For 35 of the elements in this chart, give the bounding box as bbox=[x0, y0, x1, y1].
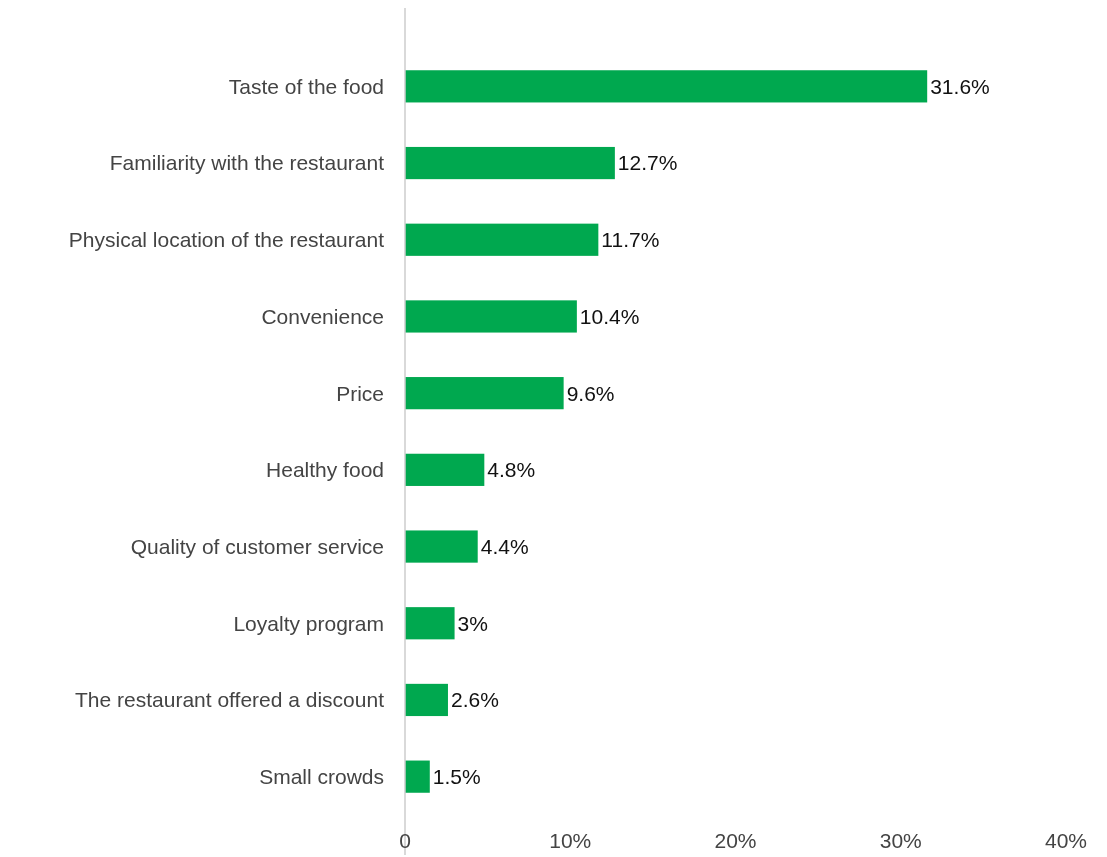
bar bbox=[405, 607, 455, 640]
y-tick-label: The restaurant offered a discount bbox=[75, 688, 385, 712]
y-tick-label: Familiarity with the restaurant bbox=[109, 151, 385, 175]
bar bbox=[405, 453, 485, 486]
data-label: 12.7% bbox=[617, 151, 678, 175]
bar bbox=[405, 300, 577, 333]
data-label: 4.8% bbox=[487, 458, 536, 482]
y-tick-label: Taste of the food bbox=[228, 74, 384, 98]
bar bbox=[405, 760, 430, 793]
bar bbox=[405, 146, 615, 180]
bar bbox=[405, 683, 448, 717]
x-tick-label: 40% bbox=[1044, 829, 1088, 852]
data-label: 4.4% bbox=[480, 534, 529, 558]
data-label: 3% bbox=[457, 611, 488, 635]
x-tick-label: 20% bbox=[714, 829, 757, 852]
data-label: 31.6% bbox=[930, 74, 990, 98]
bar bbox=[405, 530, 478, 563]
y-tick-label: Physical location of the restaurant bbox=[68, 228, 385, 252]
data-label: 2.6% bbox=[450, 688, 499, 712]
y-tick-label: Small crowds bbox=[259, 765, 384, 788]
data-label: 9.6% bbox=[566, 381, 615, 405]
y-tick-label: Convenience bbox=[261, 304, 384, 328]
data-label: 10.4% bbox=[579, 304, 640, 328]
y-tick-label: Price bbox=[336, 381, 384, 405]
y-tick-label: Healthy food bbox=[266, 458, 384, 482]
x-tick-label: 0 bbox=[399, 829, 411, 852]
x-tick-label: 30% bbox=[879, 829, 922, 852]
data-label: 11.7% bbox=[601, 228, 660, 252]
y-tick-label: Quality of customer service bbox=[130, 534, 384, 558]
bar bbox=[405, 377, 564, 410]
bar bbox=[405, 223, 599, 256]
x-tick-label: 10% bbox=[549, 829, 592, 852]
bar bbox=[405, 70, 928, 103]
data-label: 1.5% bbox=[432, 765, 481, 788]
y-tick-label: Loyalty program bbox=[233, 611, 384, 635]
